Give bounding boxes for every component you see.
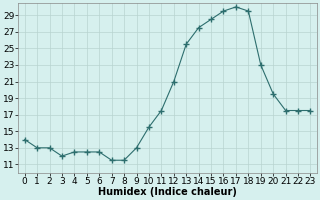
X-axis label: Humidex (Indice chaleur): Humidex (Indice chaleur) — [98, 187, 237, 197]
